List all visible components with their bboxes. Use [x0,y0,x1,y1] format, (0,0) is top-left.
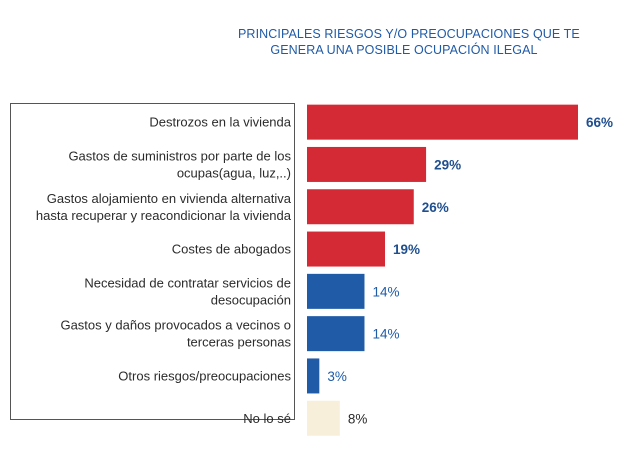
value-label-0: 66% [586,115,613,130]
value-label-2: 26% [422,200,449,215]
category-label-4: Necesidad de contratar servicios de desoc… [84,275,291,307]
category-label-5-line-1: terceras personas [187,335,292,350]
value-label-5: 14% [372,327,399,342]
value-label-6: 3% [327,369,347,384]
category-label-4-line-1: desocupación [211,292,291,307]
category-label-box [10,103,295,420]
chart-title-line-2: GENERA UNA POSIBLE OCUPACIÓN ILEGAL [270,43,538,57]
category-label-0-line-0: Destrozos en la vivienda [149,115,291,130]
value-label-7: 8% [348,411,368,426]
bar-0 [307,104,578,140]
category-label-6: Otros riesgos/preocupaciones [118,368,291,383]
category-label-6-line-0: Otros riesgos/preocupaciones [118,368,291,383]
category-label-3-line-0: Costes de abogados [172,242,292,257]
value-label-1: 29% [434,157,461,172]
bar-5 [307,316,365,352]
category-label-1-line-1: ocupas(agua, luz,..) [177,165,291,180]
bar-1 [307,146,427,182]
bar-4 [307,273,365,309]
bar-3 [307,231,386,267]
bar-2 [307,189,414,225]
category-label-2-line-0: Gastos alojamiento en vivienda alternati… [47,191,292,206]
category-label-4-line-0: Necesidad de contratar servicios de [84,275,291,290]
category-label-3: Costes de abogados [172,242,292,257]
chart-title-line-1: PRINCIPALES RIESGOS Y/O PREOCUPACIONES Q… [238,27,580,41]
category-label-0: Destrozos en la vivienda [149,115,291,130]
category-label-7: No lo sé [243,411,291,426]
category-label-1-line-0: Gastos de suministros por parte de los [68,148,291,163]
chart-title: PRINCIPALES RIESGOS Y/O PREOCUPACIONES Q… [238,26,580,58]
category-label-7-line-0: No lo sé [243,411,291,426]
category-label-5: Gastos y daños provocados a vecinos o ter… [60,318,291,350]
category-label-5-line-0: Gastos y daños provocados a vecinos o [60,318,291,333]
value-label-3: 19% [393,242,420,257]
category-label-2-line-1: hasta recuperar y reacondicionar la vivi… [36,208,292,223]
bar-7 [307,400,340,436]
value-label-4: 14% [372,284,399,299]
bar-6 [307,358,320,394]
category-label-2: Gastos alojamiento en vivienda alternati… [36,191,292,223]
category-label-1: Gastos de suministros por parte de los oc… [68,148,291,180]
